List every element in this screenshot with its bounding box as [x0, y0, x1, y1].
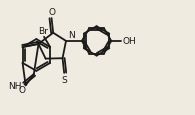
Text: O: O	[48, 8, 55, 16]
Text: NH: NH	[8, 81, 22, 90]
Text: O: O	[18, 85, 25, 94]
Text: S: S	[61, 76, 67, 85]
Text: N: N	[68, 31, 75, 40]
Text: OH: OH	[122, 37, 136, 46]
Text: Br: Br	[38, 27, 48, 36]
